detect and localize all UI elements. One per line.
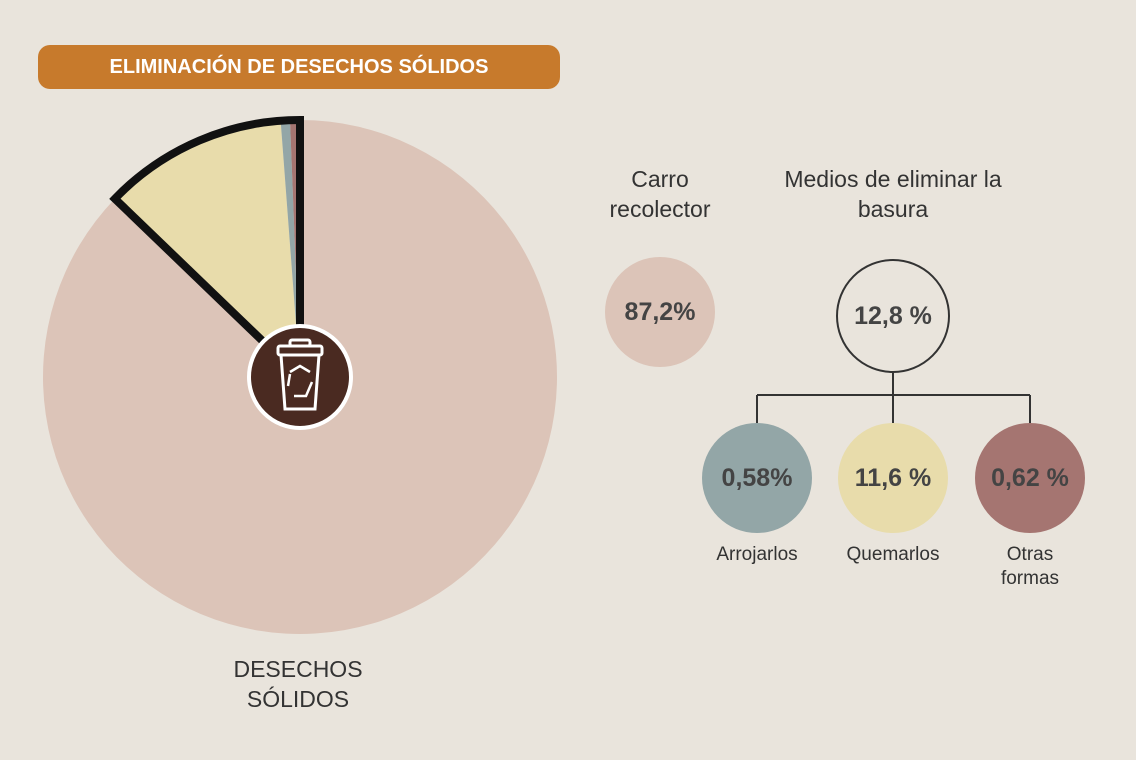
title: ELIMINACIÓN DE DESECHOS SÓLIDOS	[38, 45, 560, 89]
value-label: 0,62 %	[991, 463, 1069, 492]
pie-slice	[114, 120, 300, 377]
value-circle: 87,2%	[605, 257, 715, 367]
category-label: Quemarlos	[846, 544, 940, 565]
category-label: Otras formas	[1000, 544, 1060, 589]
value-label: 0,58%	[721, 463, 793, 492]
tree-lines	[756, 373, 1031, 423]
category-label: Arrojarlos	[716, 544, 798, 565]
group-outline	[109, 115, 304, 387]
category-label: Carro recolector	[609, 166, 711, 222]
group-label: Medios de eliminar la basura	[784, 166, 1002, 222]
center-label: DESECHOS SÓLIDOS	[233, 656, 363, 712]
value-circle: 11,6 %	[838, 423, 948, 533]
value-label: 11,6 %	[854, 463, 932, 492]
value-circle: 0,62 %	[975, 423, 1085, 533]
value-circle: 0,58%	[702, 423, 812, 533]
trash-icon	[247, 324, 353, 430]
group-value-label: 12,8 %	[854, 301, 932, 330]
value-label: 87,2%	[624, 297, 696, 326]
pie-slice	[280, 120, 300, 377]
group-circle: 12,8 %	[836, 259, 950, 373]
